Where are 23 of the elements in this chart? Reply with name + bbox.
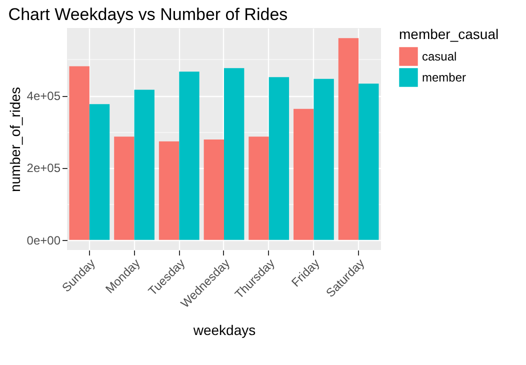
- legend-label: casual: [422, 50, 457, 64]
- bar: [158, 141, 180, 240]
- chart-title: Chart Weekdays vs Number of Rides: [8, 5, 288, 24]
- bar: [338, 38, 359, 240]
- legend-label: member: [422, 70, 466, 84]
- bar: [314, 78, 334, 240]
- y-tick-label: 4e+05: [26, 89, 61, 103]
- bar: [114, 136, 134, 240]
- bar: [294, 108, 314, 240]
- y-tick-label: 0e+00: [26, 233, 61, 248]
- bar: [179, 72, 200, 240]
- bar: [204, 140, 224, 240]
- bar: [248, 136, 269, 240]
- bar: [89, 104, 110, 240]
- bar: [134, 90, 154, 240]
- x-axis-title: weekdays: [192, 322, 256, 338]
- bar: [268, 77, 290, 240]
- legend-title: member_casual: [399, 26, 499, 42]
- bar: [69, 66, 90, 240]
- bar: [224, 68, 244, 240]
- y-axis-title: number_of_rides: [6, 86, 23, 192]
- bar: [358, 84, 379, 240]
- y-tick-label: 2e+05: [26, 161, 61, 176]
